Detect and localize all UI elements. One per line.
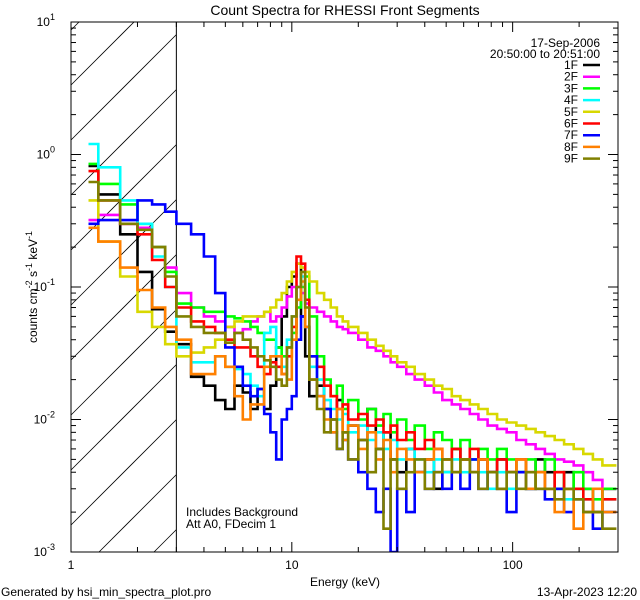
series-line-2F (88, 213, 617, 491)
y-tick-exponent: 0 (50, 145, 55, 155)
legend-label: 4F (564, 93, 578, 107)
y-label-text: s (26, 271, 40, 280)
shaded-region (70, 21, 177, 553)
hatch-line (70, 34, 177, 141)
hatch-line (70, 144, 177, 251)
y-label-exponent: -1 (24, 263, 34, 271)
hatch-line (70, 254, 177, 361)
time-range-label: 20:50:00 to 20:51:00 (490, 47, 600, 61)
y-label-exponent: -1 (24, 231, 34, 239)
y-tick-exponent: -1 (47, 277, 55, 287)
y-tick-label: 10-3 (34, 542, 55, 559)
y-tick-exponent: -3 (47, 542, 55, 552)
legend-label: 2F (564, 70, 578, 84)
x-tick-label: 1 (68, 558, 75, 572)
hatch-line (98, 474, 177, 553)
axis-ticks (70, 22, 619, 553)
annotation-background: Includes Background (186, 505, 298, 519)
legend-label: 5F (564, 105, 578, 119)
legend-label: 7F (564, 128, 578, 142)
date-label: 17-Sep-2006 (531, 36, 601, 50)
y-tick-base: 10 (37, 148, 51, 162)
y-tick-label: 10-2 (34, 410, 55, 427)
footer-timestamp: 13-Apr-2023 12:20 (537, 585, 637, 599)
hatch-line (153, 529, 177, 553)
x-axis-label: Energy (keV) (310, 575, 380, 589)
x-tick-label: 10 (285, 558, 299, 572)
legend-label: 8F (564, 140, 578, 154)
hatch-line (70, 21, 80, 31)
legend-label: 6F (564, 117, 578, 131)
y-label-text: keV (26, 239, 40, 263)
hatch-line (70, 309, 177, 416)
hatch-line (70, 21, 135, 86)
legend-label: 9F (564, 152, 578, 166)
legend-label: 3F (564, 81, 578, 95)
hatch-line (70, 199, 177, 306)
y-tick-base: 10 (34, 413, 48, 427)
footer-generated-by: Generated by hsi_min_spectra_plot.pro (1, 585, 211, 599)
y-tick-exponent: 1 (50, 12, 55, 22)
chart-title: Count Spectra for RHESSI Front Segments (210, 2, 479, 18)
y-label-exponent: -2 (24, 280, 34, 288)
series-line-6F (88, 169, 617, 514)
annotation-attenuator: Att A0, FDecim 1 (186, 517, 276, 531)
y-tick-base: 10 (34, 280, 48, 294)
y-tick-exponent: -2 (47, 410, 55, 420)
y-tick-label: 100 (37, 145, 55, 162)
series-line-9F (88, 180, 617, 530)
y-tick-base: 10 (37, 15, 51, 29)
y-tick-label: 10-1 (34, 277, 55, 294)
legend-label: 1F (564, 58, 578, 72)
series-line-8F (88, 226, 617, 530)
series-line-7F (88, 199, 617, 552)
y-tick-label: 101 (37, 12, 55, 29)
y-axis-label: counts cm-2 s-1 keV-1 (24, 231, 40, 343)
hatch-line (70, 364, 177, 471)
y-label-text: counts cm (26, 288, 40, 343)
hatch-line (70, 89, 177, 196)
y-tick-base: 10 (34, 545, 48, 559)
x-tick-label: 100 (503, 558, 523, 572)
hatch-line (70, 419, 177, 526)
